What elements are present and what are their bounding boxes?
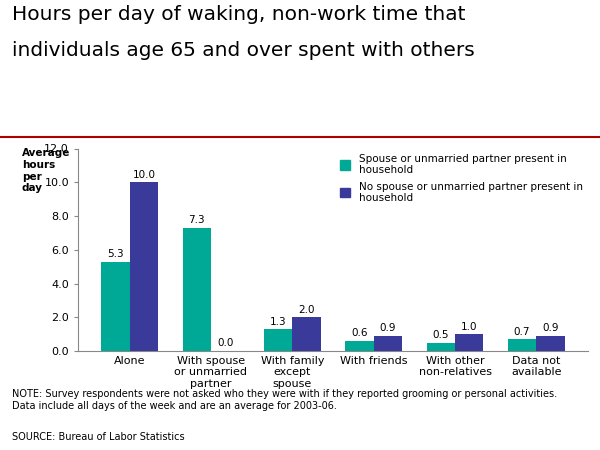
Bar — [508, 339, 536, 351]
Bar — [374, 336, 402, 351]
Text: Average
hours
per
day: Average hours per day — [22, 148, 70, 194]
Text: 7.3: 7.3 — [188, 215, 205, 225]
Text: 0.0: 0.0 — [217, 338, 233, 348]
Bar — [264, 329, 292, 351]
Legend: Spouse or unmarried partner present in
household, No spouse or unmarried partner: Spouse or unmarried partner present in h… — [340, 154, 583, 203]
Text: 1.0: 1.0 — [461, 322, 478, 332]
Bar — [427, 342, 455, 351]
Bar — [101, 261, 130, 351]
Bar — [536, 336, 565, 351]
Text: 0.9: 0.9 — [380, 323, 396, 333]
Text: 0.9: 0.9 — [542, 323, 559, 333]
Bar — [182, 228, 211, 351]
Bar — [345, 341, 374, 351]
Text: NOTE: Survey respondents were not asked who they were with if they reported groo: NOTE: Survey respondents were not asked … — [12, 389, 557, 411]
Text: 5.3: 5.3 — [107, 249, 124, 259]
Bar — [455, 334, 484, 351]
Bar — [292, 317, 321, 351]
Text: 0.7: 0.7 — [514, 327, 530, 337]
Text: Hours per day of waking, non-work time that: Hours per day of waking, non-work time t… — [12, 4, 466, 23]
Text: 0.5: 0.5 — [433, 330, 449, 340]
Text: 2.0: 2.0 — [298, 305, 315, 315]
Text: individuals age 65 and over spent with others: individuals age 65 and over spent with o… — [12, 40, 475, 59]
Bar — [130, 182, 158, 351]
Text: 10.0: 10.0 — [133, 170, 155, 180]
Text: 0.6: 0.6 — [351, 328, 368, 338]
Text: SOURCE: Bureau of Labor Statistics: SOURCE: Bureau of Labor Statistics — [12, 432, 185, 442]
Text: 1.3: 1.3 — [270, 316, 286, 327]
